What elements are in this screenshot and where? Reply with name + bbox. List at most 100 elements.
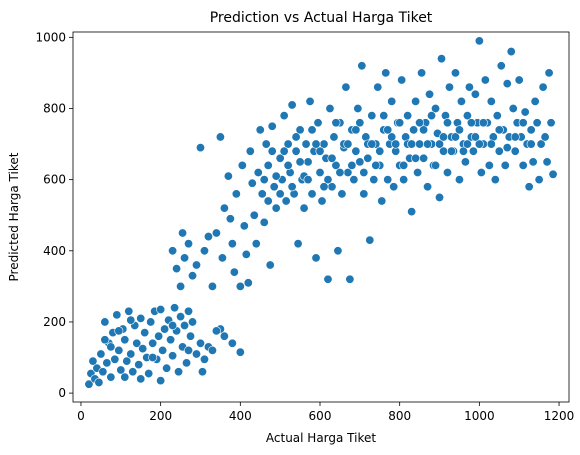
data-point [162,363,172,373]
data-point [166,335,176,345]
data-point [518,160,528,170]
data-point [357,61,367,71]
data-point [138,344,148,354]
data-point [373,82,383,92]
data-point [263,196,273,206]
data-point [411,96,421,106]
data-point [470,132,480,142]
data-point [245,146,255,156]
data-point [492,111,502,121]
data-point [184,306,194,316]
data-point [235,281,245,291]
y-tick-label: 800 [43,101,66,115]
data-point [287,182,297,192]
data-point [313,118,323,128]
data-point [365,235,375,245]
data-point [243,278,253,288]
y-tick-label: 200 [43,315,66,329]
data-point [359,189,369,199]
data-point [500,160,510,170]
data-point [241,249,251,259]
data-point [257,189,267,199]
x-tick-label: 800 [388,409,411,423]
data-point [520,107,530,117]
data-point [538,82,548,92]
data-point [255,125,265,135]
data-point [281,196,291,206]
data-point [532,118,542,128]
data-point [207,345,217,355]
data-point [468,146,478,156]
data-point [427,111,437,121]
data-point [219,331,229,341]
data-point [355,157,365,167]
points-layer [84,36,558,389]
data-point [168,246,178,256]
data-point [211,228,221,238]
x-tick-label: 200 [149,409,172,423]
data-point [227,239,237,249]
plot-frame [72,31,570,403]
data-point [343,139,353,149]
data-point [355,118,365,128]
data-point [413,168,423,178]
data-point [195,338,205,348]
x-tick-label: 600 [309,409,332,423]
data-point [383,175,393,185]
data-point [540,132,550,142]
data-point [486,96,496,106]
data-point [391,139,401,149]
data-point [466,118,476,128]
data-point [269,182,279,192]
data-point [548,169,558,179]
data-point [425,89,435,99]
data-point [247,178,257,188]
data-point [291,132,301,142]
data-point [528,157,538,167]
data-point [502,143,512,153]
data-point [375,146,385,156]
data-point [377,196,387,206]
data-point [462,111,472,121]
data-point [506,47,516,57]
data-point [363,153,373,163]
data-point [249,210,259,220]
data-point [315,168,325,178]
data-point [120,335,130,345]
data-point [367,139,377,149]
data-point [259,175,269,185]
data-point [444,82,454,92]
data-point [456,96,466,106]
data-point [186,331,196,341]
data-point [265,260,275,270]
data-point [526,125,536,135]
data-point [263,160,273,170]
data-point [116,365,126,375]
data-point [184,345,194,355]
data-point [397,75,407,85]
data-point [176,312,186,322]
x-axis-label: Actual Harga Tiket [266,431,376,445]
data-point [100,317,110,327]
data-point [88,356,98,366]
data-point [110,354,120,364]
data-point [96,349,106,359]
data-point [331,160,341,170]
data-point [168,321,178,331]
data-point [311,253,321,263]
data-point [442,118,452,128]
data-point [156,304,166,314]
data-point [510,146,520,156]
data-point [148,353,158,363]
data-point [369,175,379,185]
data-point [160,324,170,334]
data-point [124,306,134,316]
data-point [237,160,247,170]
data-point [460,157,470,167]
data-point [359,168,369,178]
data-point [486,139,496,149]
data-point [462,139,472,149]
data-point [323,175,333,185]
data-point [219,203,229,213]
